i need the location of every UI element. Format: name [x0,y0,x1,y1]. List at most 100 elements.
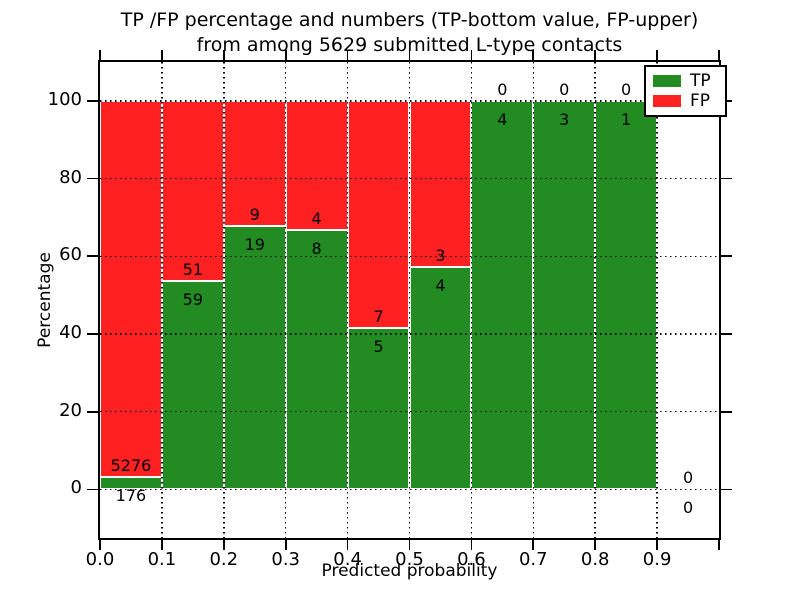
h-gridline [100,333,719,335]
y-tick-mark-right [721,410,732,413]
fp-count-label: 3 [435,246,446,266]
y-tick-label: 40 [59,322,82,343]
tp-count-label: 8 [311,239,322,259]
h-gridline [100,410,719,413]
x-tick-mark-top [532,50,535,60]
x-tick-mark-top [408,50,411,60]
tp-bar-segment [285,230,348,490]
v-gridline [284,62,287,538]
x-tick-label: 0.3 [271,549,301,570]
tp-count-label: 4 [435,276,446,296]
v-gridline [223,62,225,538]
y-tick-label: 20 [59,399,82,421]
x-tick-mark-top [346,50,349,60]
y-tick-mark-right [721,177,732,180]
y-tick-mark-right [721,488,732,491]
tp-count-label: 3 [559,109,570,129]
x-tick-mark [161,540,163,550]
tp-count-label: 59 [182,290,204,309]
x-tick-mark [470,540,473,550]
legend-label-tp: TP [690,71,711,91]
tp-count-label: 176 [115,485,147,505]
x-tick-mark [594,540,597,550]
x-tick-mark [532,540,535,550]
legend-item-tp: TP [653,71,725,91]
x-axis-label: Predicted probability [321,561,498,581]
fp-count-label: 7 [373,306,384,326]
fp-bar-segment [347,100,410,328]
tp-bar-segment [347,327,410,490]
tp-bar-segment [595,100,658,490]
h-gridline [100,255,719,258]
y-tick-mark-right [721,255,732,258]
y-tick-label: 100 [47,88,82,110]
tp-count-label: 1 [621,109,632,129]
x-tick-mark-top [656,50,658,60]
fp-count-label: 0 [682,468,694,488]
fp-legend-swatch-icon [653,95,681,107]
fp-count-label: 0 [497,79,508,99]
tp-bar-segment [533,100,596,490]
tp-count-label: 0 [682,498,694,518]
x-tick-label: 0.8 [580,549,610,570]
x-tick-mark [99,540,101,550]
y-tick-mark-right [721,333,732,335]
x-tick-mark [408,540,411,550]
fp-count-label: 0 [559,79,570,99]
tp-bar-segment [471,100,534,490]
v-gridline [161,62,163,538]
x-tick-mark-top [284,50,287,60]
y-tick-mark [87,333,98,335]
x-tick-mark [656,540,658,550]
tp-bar-segment [161,281,224,490]
x-tick-mark [718,540,720,550]
x-tick-mark-top [470,50,473,60]
h-gridline [100,488,719,491]
legend: TP FP [644,65,727,117]
v-gridline [408,62,411,538]
y-tick-mark [87,410,98,413]
y-tick-mark [87,255,98,258]
x-tick-label: 0.7 [518,549,548,570]
v-gridline [470,62,473,538]
x-tick-label: 0.1 [147,549,177,570]
x-tick-mark [284,540,287,550]
x-tick-mark-top [718,50,720,60]
y-tick-label: 0 [70,477,82,499]
fp-count-label: 4 [311,209,322,229]
legend-label-fp: FP [690,91,711,111]
h-gridline [100,177,719,180]
x-tick-label: 0.5 [395,549,424,570]
y-tick-mark [87,488,98,491]
chart-title-line2: from among 5629 submitted L-type contact… [196,34,623,56]
tp-count-label: 19 [244,234,265,254]
tp-bar-segment [409,267,472,490]
fp-bar-segment [285,100,348,231]
tp-legend-swatch-icon [653,75,681,87]
chart-title-line1: TP /FP percentage and numbers (TP-bottom… [120,9,699,31]
v-gridline [346,62,349,538]
v-gridline [594,62,596,538]
x-tick-mark-top [594,50,597,60]
x-tick-mark-top [99,50,101,60]
x-tick-label: 0.0 [85,549,115,570]
x-tick-label: 0.9 [642,549,672,570]
fp-bar-segment [100,100,162,477]
v-gridline [656,62,658,538]
fp-bar-segment [409,100,472,268]
fp-count-label: 0 [621,79,632,99]
x-tick-mark [346,540,349,550]
h-gridline [100,100,719,102]
x-tick-mark-top [161,50,163,60]
x-tick-label: 0.6 [457,549,486,570]
tp-count-label: 4 [497,109,508,129]
legend-item-fp: FP [653,91,725,111]
fp-bar-segment [223,100,286,226]
v-gridline [532,62,535,538]
x-tick-mark [222,540,225,550]
x-tick-label: 0.2 [209,549,239,570]
tp-count-label: 5 [373,336,384,356]
fp-count-label: 5276 [110,455,152,475]
y-tick-label: 60 [59,244,82,266]
